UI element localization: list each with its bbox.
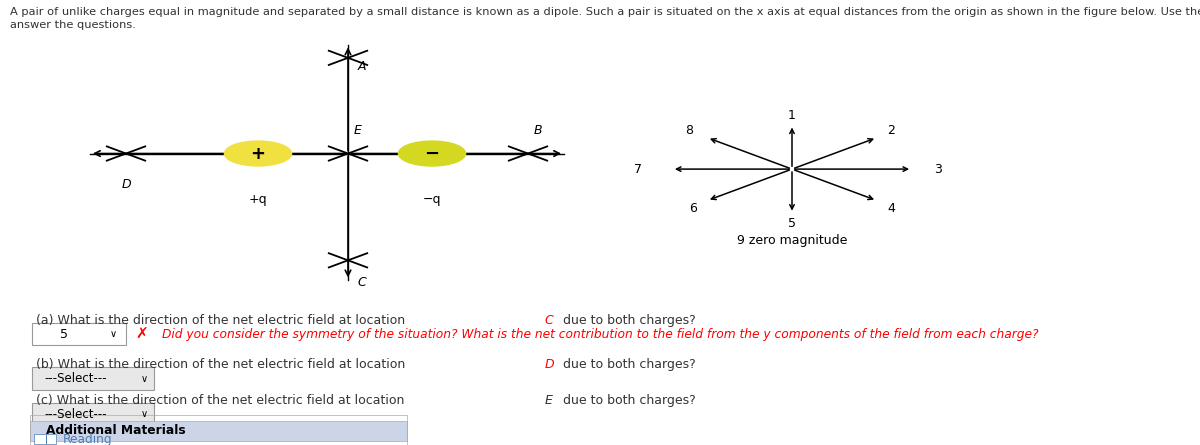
Text: C: C: [545, 314, 553, 327]
Text: ∨: ∨: [140, 409, 148, 419]
FancyBboxPatch shape: [34, 434, 56, 444]
Text: Reading: Reading: [62, 433, 112, 445]
Text: due to both charges?: due to both charges?: [559, 314, 696, 327]
Text: 5: 5: [60, 328, 67, 341]
Text: A pair of unlike charges equal in magnitude and separated by a small distance is: A pair of unlike charges equal in magnit…: [10, 7, 1200, 16]
Text: D: D: [545, 358, 554, 371]
Text: ∨: ∨: [109, 329, 116, 339]
Text: −: −: [425, 145, 439, 162]
Text: 4: 4: [887, 202, 895, 215]
Circle shape: [224, 141, 292, 166]
Text: 7: 7: [635, 162, 642, 176]
Text: E: E: [354, 124, 362, 137]
Text: due to both charges?: due to both charges?: [559, 394, 696, 407]
Text: −q: −q: [422, 193, 442, 206]
Text: B: B: [534, 124, 542, 137]
Text: 2: 2: [887, 125, 895, 138]
Text: ✗: ✗: [136, 327, 148, 342]
Text: 8: 8: [685, 125, 694, 138]
Text: 1: 1: [788, 109, 796, 122]
Text: answer the questions.: answer the questions.: [10, 20, 136, 30]
Text: +: +: [251, 145, 265, 162]
Text: 6: 6: [689, 202, 697, 215]
Circle shape: [398, 141, 466, 166]
Text: (c) What is the direction of the net electric field at location: (c) What is the direction of the net ele…: [36, 394, 408, 407]
Text: ---Select---: ---Select---: [44, 372, 107, 385]
Text: A: A: [358, 60, 366, 73]
FancyBboxPatch shape: [32, 403, 154, 425]
Text: 9 zero magnitude: 9 zero magnitude: [737, 234, 847, 247]
Text: E: E: [545, 394, 553, 407]
Text: (a) What is the direction of the net electric field at location: (a) What is the direction of the net ele…: [36, 314, 409, 327]
Text: due to both charges?: due to both charges?: [559, 358, 696, 371]
Text: Did you consider the symmetry of the situation? What is the net contribution to : Did you consider the symmetry of the sit…: [162, 328, 1038, 341]
Text: ---Select---: ---Select---: [44, 408, 107, 421]
Text: ∨: ∨: [140, 374, 148, 384]
Text: (b) What is the direction of the net electric field at location: (b) What is the direction of the net ele…: [36, 358, 409, 371]
Text: 3: 3: [935, 162, 942, 176]
Text: 5: 5: [788, 217, 796, 230]
FancyBboxPatch shape: [32, 367, 154, 390]
Text: D: D: [121, 178, 131, 191]
Text: Additional Materials: Additional Materials: [46, 424, 185, 437]
FancyBboxPatch shape: [30, 421, 407, 441]
Text: +q: +q: [248, 193, 268, 206]
Text: C: C: [358, 276, 366, 289]
FancyBboxPatch shape: [32, 323, 126, 345]
